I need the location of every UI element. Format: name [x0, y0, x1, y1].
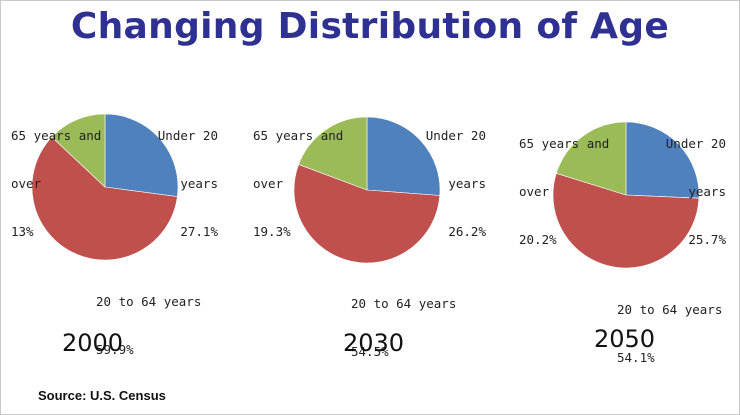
source-note: Source: U.S. Census	[38, 388, 166, 403]
pie-2030-slice-under-20	[366, 116, 441, 196]
pie-2000-label-65-over: 65 years and over 13%	[11, 128, 102, 239]
pie-2000-label-under-20: Under 20 years 27.1%	[157, 128, 218, 239]
pie-2030-slice-65-over	[298, 116, 368, 191]
pie-2050-slice-20-64	[552, 172, 700, 269]
pie-2050-label-20-64: 20 to 64 years 54.1%	[617, 302, 723, 365]
pie-2030-label-under-20: Under 20 years 26.2%	[425, 128, 486, 239]
pie-2050-slice-under-20	[625, 121, 700, 199]
pie-2030-slice-20-64	[293, 164, 441, 264]
pie-2000-slice-65-over	[51, 113, 106, 188]
pie-2030-year: 2030	[343, 329, 405, 357]
pie-2000-label-20-64: 20 to 64 years 59.9%	[96, 294, 202, 357]
pie-2050-slice-65-over	[555, 121, 627, 196]
pie-2030-label-65-over: 65 years and over 19.3%	[253, 128, 344, 239]
pie-2000-year: 2000	[62, 329, 124, 357]
pie-2050-label-under-20: Under 20 years 25.7%	[665, 136, 726, 247]
slide-title: Changing Distribution of Age	[70, 6, 670, 47]
pie-2000-slice-20-64	[31, 136, 178, 261]
pie-2030-label-20-64: 20 to 64 years 54.5%	[351, 296, 457, 359]
pie-2000-slice-under-20	[104, 113, 179, 197]
pie-2050-label-65-over: 65 years and over 20.2%	[519, 136, 610, 247]
pie-2050-year: 2050	[594, 325, 656, 353]
